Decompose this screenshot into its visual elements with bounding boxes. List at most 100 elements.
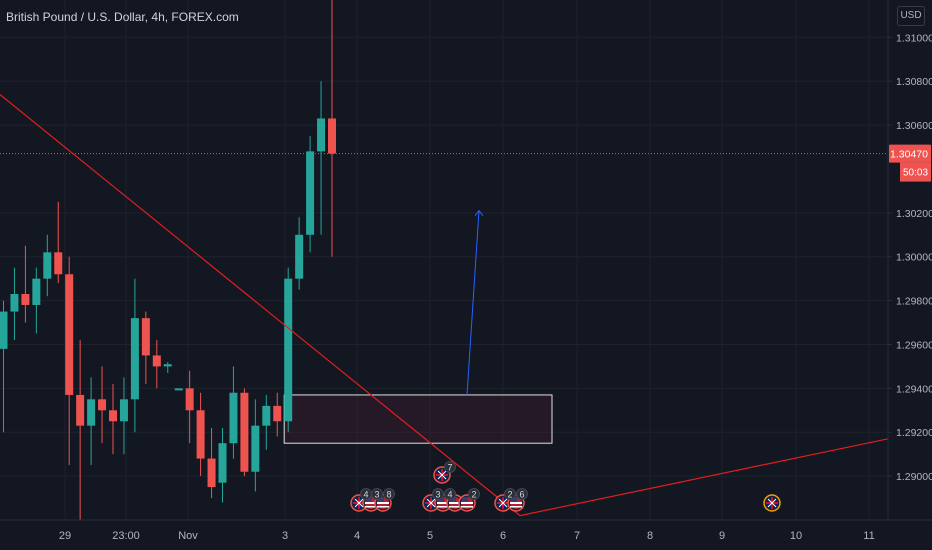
price-tick-label: 1.31000 xyxy=(896,32,932,44)
candle xyxy=(76,340,85,520)
candle-body xyxy=(174,388,183,391)
price-tick-label: 1.30800 xyxy=(896,76,932,88)
candle xyxy=(119,377,128,455)
event-count-badge: 2 xyxy=(504,488,516,500)
flag-canton xyxy=(366,497,372,502)
candle xyxy=(306,136,315,253)
candle-body xyxy=(141,318,150,356)
event-flag-uk[interactable] xyxy=(763,494,781,512)
count-bg xyxy=(444,461,456,473)
currency-button[interactable]: USD xyxy=(897,6,925,26)
flag-stripe xyxy=(437,502,449,504)
count-label: 7 xyxy=(447,463,452,473)
countdown-tag xyxy=(900,162,931,182)
last-price-value: 1.30470 xyxy=(890,149,928,161)
event-count-badge: 2 xyxy=(468,488,480,500)
price-axis[interactable]: 1.31000 1.30800 1.30600 1.30200 1.30000 1.298… xyxy=(887,0,932,550)
candle xyxy=(32,267,41,334)
arrow-head-icon xyxy=(474,209,484,216)
candle xyxy=(328,0,336,257)
candle-body xyxy=(207,458,216,488)
flag-stripe xyxy=(461,506,473,508)
candle-body xyxy=(98,399,107,411)
event-markers: 4 3 873 4 2 2 6 xyxy=(350,461,781,512)
candle-body xyxy=(284,278,293,422)
time-tick-label: 3 xyxy=(282,530,288,542)
count-bg xyxy=(383,488,395,500)
drawings-back xyxy=(0,153,888,444)
candles xyxy=(0,0,336,520)
candle xyxy=(240,388,249,477)
count-bg xyxy=(468,488,480,500)
flag-diag xyxy=(767,498,777,508)
flag-stripe xyxy=(365,502,377,504)
flag-stripe xyxy=(365,506,377,508)
event-flag-uk[interactable] xyxy=(422,494,440,512)
time-tick-label: 6 xyxy=(500,530,506,542)
candle-body xyxy=(317,118,326,152)
count-bg xyxy=(444,488,456,500)
candle-body xyxy=(54,252,63,275)
time-axis[interactable]: 29 23:00 Nov 3 4 5 6 7 8 9 10 11 xyxy=(0,519,932,550)
time-tick-label: 7 xyxy=(574,530,580,542)
candle xyxy=(141,311,150,384)
event-flag-uk[interactable] xyxy=(494,494,512,512)
candle xyxy=(262,394,271,450)
candle-body xyxy=(10,294,19,312)
flag-stripe xyxy=(510,506,522,508)
event-flag-us[interactable] xyxy=(458,494,476,512)
count-label: 3 xyxy=(374,490,379,500)
price-tick-label: 1.30600 xyxy=(896,120,932,132)
candle-body xyxy=(218,443,227,483)
flag-canton xyxy=(378,497,384,502)
candle-body xyxy=(185,388,194,411)
candle-body xyxy=(240,392,249,472)
flag-stripe xyxy=(510,502,522,504)
flag-diag xyxy=(498,498,508,508)
candle-body xyxy=(130,318,139,400)
countdown-value: 50:03 xyxy=(903,168,928,179)
flag-diag xyxy=(437,470,447,480)
price-axis-bg xyxy=(888,0,932,550)
candle xyxy=(98,366,107,444)
count-label: 4 xyxy=(447,490,452,500)
candle xyxy=(65,256,74,466)
candle-body xyxy=(119,399,128,422)
event-count-badge: 7 xyxy=(444,461,456,473)
time-tick-label: 5 xyxy=(427,530,433,542)
candle-body xyxy=(87,399,96,426)
candle-body xyxy=(229,392,238,444)
candle-body xyxy=(273,405,282,422)
candle-body xyxy=(43,252,52,279)
count-label: 6 xyxy=(519,490,524,500)
flag-stripe xyxy=(377,502,389,504)
candle xyxy=(109,383,117,455)
count-bg xyxy=(371,488,383,500)
flag-stripe xyxy=(449,506,461,508)
candle-body xyxy=(163,364,172,367)
time-tick-label: 11 xyxy=(863,530,874,542)
candle xyxy=(229,366,238,459)
projection-arrow[interactable] xyxy=(466,210,480,395)
candle-body xyxy=(32,278,41,305)
candle-body xyxy=(295,234,304,279)
trendline-down[interactable] xyxy=(0,92,521,517)
candle xyxy=(0,300,8,433)
candle xyxy=(10,267,19,341)
trendline-up[interactable] xyxy=(519,438,889,517)
price-tick-label: 1.30000 xyxy=(896,252,932,264)
candle-body xyxy=(65,274,74,395)
demand-zone-rect[interactable] xyxy=(283,394,553,444)
candle-body xyxy=(251,425,260,472)
count-label: 4 xyxy=(363,490,368,500)
candle xyxy=(207,427,216,499)
candle xyxy=(54,201,63,284)
candle xyxy=(273,392,282,437)
candle-body xyxy=(76,394,85,426)
candle xyxy=(295,217,304,290)
candle xyxy=(185,370,194,444)
flag-stripe xyxy=(461,502,473,504)
price-tick-label: 1.29200 xyxy=(896,427,932,439)
candle xyxy=(251,399,260,492)
